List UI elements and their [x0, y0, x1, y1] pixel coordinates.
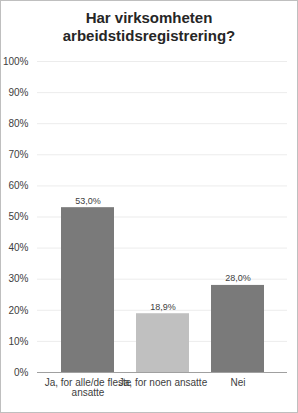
- svg-text:Nei: Nei: [230, 377, 245, 388]
- svg-text:60%: 60%: [8, 180, 28, 191]
- svg-text:50%: 50%: [8, 211, 28, 222]
- svg-text:18,9%: 18,9%: [150, 302, 176, 312]
- svg-text:30%: 30%: [8, 273, 28, 284]
- html-text:Ja, for alle/de fleste: Ja, for alle/de fleste: [44, 376, 132, 388]
- svg-text:0%: 0%: [14, 367, 29, 378]
- svg-text:28,0%: 28,0%: [225, 273, 251, 283]
- svg-text:20%: 20%: [8, 305, 28, 316]
- html-text:ansatte: ansatte: [71, 386, 105, 398]
- svg-text:10%: 10%: [8, 336, 28, 347]
- svg-text:100%: 100%: [3, 56, 29, 67]
- svg-text:Ja, for noen ansatte: Ja, for noen ansatte: [119, 377, 208, 388]
- svg-text:90%: 90%: [8, 87, 28, 98]
- svg-text:53,0%: 53,0%: [75, 196, 101, 206]
- svg-text:80%: 80%: [8, 118, 28, 129]
- svg-text:40%: 40%: [8, 242, 28, 253]
- svg-text:70%: 70%: [8, 149, 28, 160]
- html-text:Har virksomheten arbeidstidsre: Har virksomheten arbeidstidsregistrering…: [62, 9, 236, 44]
